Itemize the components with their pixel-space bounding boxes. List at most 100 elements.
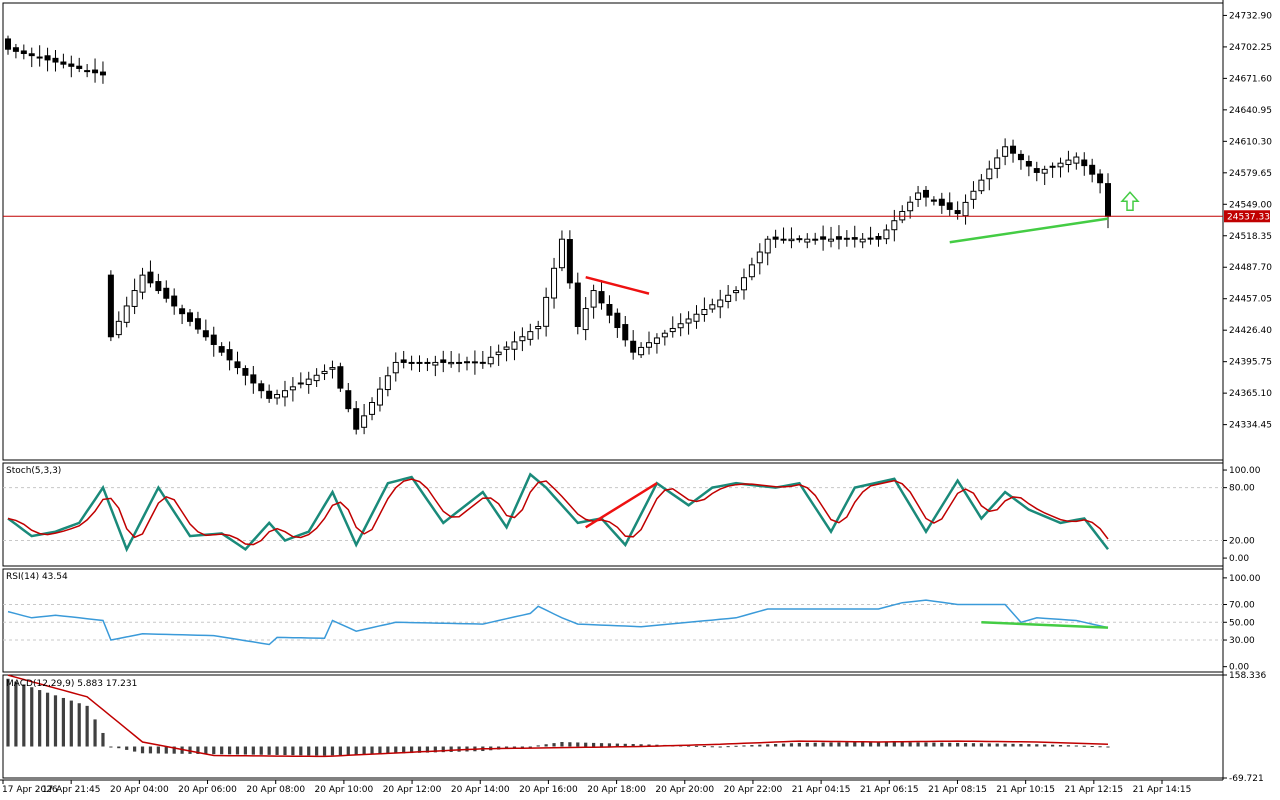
candle[interactable] — [123, 305, 130, 323]
candle[interactable] — [131, 290, 138, 307]
candle[interactable] — [867, 237, 874, 240]
candle[interactable] — [970, 190, 977, 200]
candle[interactable] — [733, 290, 740, 294]
candle[interactable] — [685, 318, 692, 324]
candle[interactable] — [313, 374, 320, 382]
candle[interactable] — [946, 202, 953, 210]
candle[interactable] — [938, 198, 945, 206]
candle[interactable] — [740, 277, 747, 291]
candle[interactable] — [511, 341, 518, 350]
candle[interactable] — [962, 201, 969, 217]
candle[interactable] — [258, 383, 265, 392]
candle[interactable] — [289, 386, 296, 391]
candle[interactable] — [859, 238, 866, 243]
candle[interactable] — [598, 291, 605, 304]
candle[interactable] — [218, 346, 225, 353]
candle[interactable] — [812, 238, 819, 241]
candle[interactable] — [115, 320, 122, 336]
candle[interactable] — [566, 239, 573, 284]
candle[interactable] — [780, 238, 787, 241]
candle[interactable] — [202, 330, 209, 338]
candle[interactable] — [788, 238, 795, 242]
candle[interactable] — [107, 274, 114, 338]
candle[interactable] — [994, 157, 1001, 169]
candle[interactable] — [725, 294, 732, 302]
candle[interactable] — [12, 47, 19, 52]
candle[interactable] — [60, 61, 67, 65]
candle[interactable] — [1025, 161, 1032, 167]
candle[interactable] — [764, 238, 771, 254]
candle[interactable] — [986, 168, 993, 180]
candle[interactable] — [226, 349, 233, 361]
candle[interactable] — [922, 189, 929, 198]
candle[interactable] — [242, 368, 249, 376]
candle[interactable] — [883, 229, 890, 240]
candle[interactable] — [954, 210, 961, 215]
candle[interactable] — [638, 346, 645, 356]
buy-arrow-icon[interactable] — [1120, 191, 1140, 212]
candle[interactable] — [321, 370, 328, 375]
bullish-divergence-line[interactable] — [949, 217, 1109, 244]
candle[interactable] — [653, 337, 660, 344]
candle[interactable] — [139, 274, 146, 293]
candle[interactable] — [424, 361, 431, 364]
candle[interactable] — [495, 351, 502, 356]
candle[interactable] — [851, 237, 858, 240]
candle[interactable] — [669, 327, 676, 333]
candle[interactable] — [1097, 173, 1104, 184]
candle[interactable] — [828, 238, 835, 242]
candle[interactable] — [835, 236, 842, 240]
candle[interactable] — [297, 382, 304, 385]
candle[interactable] — [337, 366, 344, 389]
candle[interactable] — [503, 346, 510, 350]
candle[interactable] — [171, 295, 178, 307]
candle[interactable] — [677, 323, 684, 329]
candle[interactable] — [915, 192, 922, 200]
candle[interactable] — [329, 367, 336, 370]
candle[interactable] — [1049, 165, 1056, 168]
candle[interactable] — [1081, 159, 1088, 167]
candle[interactable] — [68, 63, 75, 67]
candle[interactable] — [630, 340, 637, 353]
candle[interactable] — [1041, 168, 1048, 174]
candle[interactable] — [693, 313, 700, 322]
candle[interactable] — [361, 415, 368, 428]
candle[interactable] — [392, 361, 399, 374]
candle[interactable] — [147, 271, 154, 284]
candle[interactable] — [479, 361, 486, 364]
candle[interactable] — [646, 342, 653, 348]
candle[interactable] — [408, 361, 415, 364]
candle[interactable] — [179, 308, 186, 315]
candle[interactable] — [891, 220, 898, 231]
candle[interactable] — [590, 290, 597, 308]
candle[interactable] — [574, 282, 581, 327]
candle[interactable] — [907, 201, 914, 212]
candle[interactable] — [432, 361, 439, 366]
candle[interactable] — [1017, 153, 1024, 161]
candle[interactable] — [875, 235, 882, 240]
candle[interactable] — [614, 312, 621, 329]
candle[interactable] — [84, 70, 91, 73]
candle[interactable] — [622, 324, 629, 341]
candle[interactable] — [99, 71, 106, 76]
candle[interactable] — [1033, 168, 1040, 173]
candle[interactable] — [234, 361, 241, 369]
candle[interactable] — [471, 361, 478, 364]
candle[interactable] — [543, 296, 550, 327]
candle[interactable] — [353, 408, 360, 430]
candle[interactable] — [281, 390, 288, 398]
candle[interactable] — [1002, 146, 1009, 157]
candle[interactable] — [582, 308, 589, 331]
candle[interactable] — [701, 309, 708, 316]
candle[interactable] — [1057, 162, 1064, 168]
candle[interactable] — [772, 236, 779, 240]
bullish-divergence-line[interactable] — [981, 621, 1109, 629]
candle[interactable] — [606, 304, 613, 316]
candle[interactable] — [804, 238, 811, 243]
candle[interactable] — [345, 390, 352, 410]
candle[interactable] — [487, 356, 494, 365]
candle[interactable] — [978, 179, 985, 192]
candle[interactable] — [519, 336, 526, 342]
